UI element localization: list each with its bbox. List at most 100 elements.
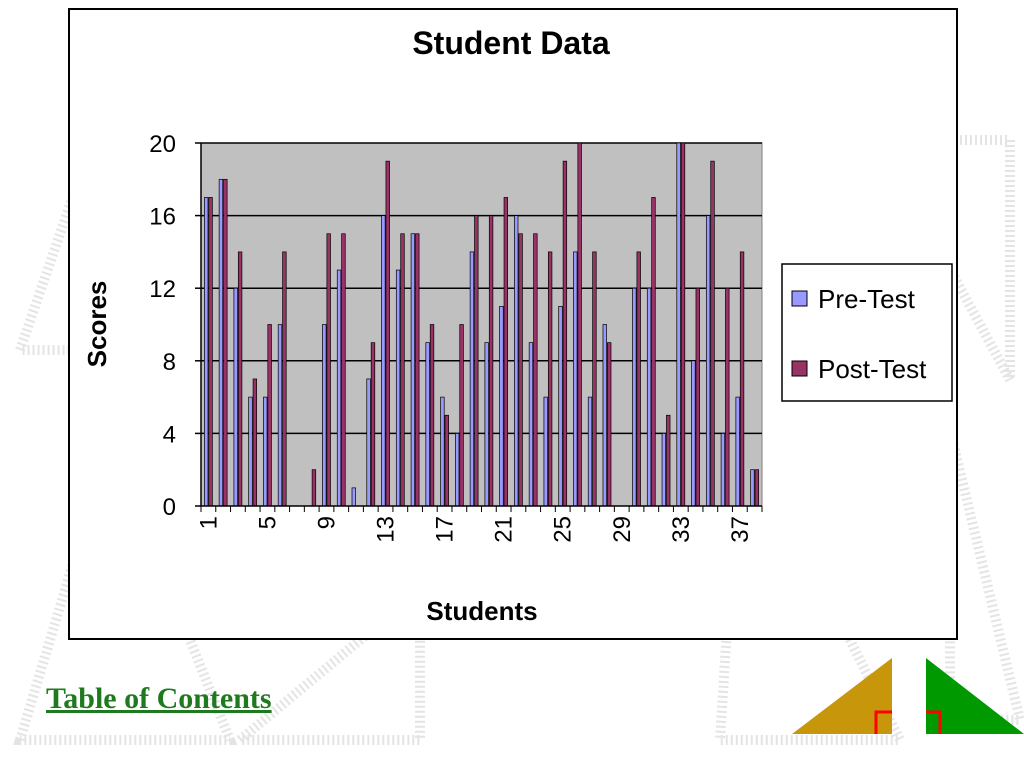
forward-triangle-icon: [926, 658, 1024, 734]
legend-label-post-test: Post-Test: [818, 354, 927, 384]
bar-post-test-8: [311, 469, 317, 507]
bar-post-test-4: [252, 378, 258, 507]
x-tick-label: 21: [491, 516, 518, 543]
bar-pre-test-3: [233, 287, 238, 507]
bar-pre-test-15: [410, 233, 416, 507]
x-tick-label: 33: [668, 516, 695, 543]
bar-post-test-34: [695, 287, 700, 507]
bar-post-test-36: [725, 287, 730, 507]
bar-pre-test-38: [750, 469, 755, 507]
bar-post-test-10: [341, 233, 346, 507]
x-tick-labels: 1 5 9 13 17 21 25 29 33 37: [195, 516, 754, 543]
table-of-contents-link[interactable]: Table of Contents: [46, 682, 272, 715]
bar-pre-test-16: [425, 342, 430, 507]
bar-pre-test-20: [484, 342, 489, 507]
bar-pre-test-31: [646, 287, 652, 507]
bar-pre-test-13: [381, 215, 386, 507]
bar-pre-test-1: [204, 197, 209, 507]
x-axis-title: Students: [426, 596, 537, 626]
bar-pre-test-19: [469, 251, 475, 507]
y-tick-label: 4: [163, 421, 176, 448]
bar-post-test-26: [577, 142, 582, 507]
x-tick-label: 9: [314, 516, 341, 529]
bar-post-test-38: [754, 469, 759, 507]
legend-swatch-pre-test: [791, 290, 808, 307]
bar-pre-test-9: [322, 324, 327, 507]
bar-post-test-17: [444, 414, 449, 507]
y-tick-label: 12: [149, 276, 176, 303]
bar-pre-test-36: [720, 433, 726, 507]
x-tick-label: 1: [195, 516, 222, 529]
bar-pre-test-5: [263, 396, 268, 507]
bar-post-test-12: [370, 342, 376, 507]
back-marker-icon: [874, 710, 892, 734]
gridlines: [201, 142, 762, 435]
x-tick-label: 13: [373, 516, 400, 543]
bar-post-test-13: [385, 160, 390, 507]
bar-post-test-18: [459, 324, 464, 507]
y-axis-title: Scores: [82, 281, 112, 368]
bar-post-test-33: [680, 142, 686, 507]
bar-post-test-19: [474, 215, 479, 507]
bar-post-test-6: [282, 251, 287, 507]
axes: [195, 142, 763, 512]
bar-pre-test-6: [277, 324, 283, 507]
previous-slide-button[interactable]: [792, 658, 892, 734]
chart-legend: Pre-Test Post-Test: [781, 263, 953, 402]
back-triangle-icon: [792, 658, 892, 734]
bar-post-test-23: [533, 233, 538, 507]
bar-pre-test-14: [395, 269, 401, 507]
bar-post-test-28: [607, 342, 612, 507]
bar-pre-test-21: [499, 306, 504, 507]
bar-pre-test-25: [558, 306, 563, 507]
bar-post-test-25: [562, 160, 568, 507]
bar-post-test-30: [636, 251, 641, 507]
bar-pre-test-32: [661, 433, 666, 507]
x-tick-label: 37: [727, 516, 754, 543]
bar-post-test-21: [503, 197, 508, 507]
bar-pre-test-18: [455, 433, 460, 507]
bar-pre-test-22: [514, 215, 519, 507]
y-tick-label: 0: [163, 494, 176, 521]
bar-post-test-14: [400, 233, 405, 507]
bar-pre-test-12: [366, 378, 371, 507]
bar-post-test-24: [547, 251, 553, 507]
bar-pre-test-35: [705, 215, 711, 507]
legend-box: [781, 263, 953, 402]
bar-pre-test-37: [735, 396, 740, 507]
bar-post-test-37: [739, 251, 745, 507]
bar-pre-test-27: [587, 396, 593, 507]
y-tick-labels: 0 4 8 12 16 20: [149, 131, 176, 521]
bar-post-test-16: [429, 324, 435, 507]
bar-pre-test-23: [528, 342, 534, 507]
bar-pre-test-34: [691, 360, 696, 507]
bar-post-test-9: [326, 233, 331, 507]
bar-pre-test-24: [543, 396, 548, 507]
bar-pre-test-17: [440, 396, 445, 507]
legend-swatch-post-test: [791, 360, 808, 377]
bar-pre-test-30: [632, 287, 637, 507]
legend-label-pre-test: Pre-Test: [818, 284, 916, 314]
bar-post-test-2: [223, 178, 228, 507]
bar-pre-test-10: [336, 269, 342, 507]
bar-series: [204, 142, 759, 507]
x-tick-label: 5: [254, 516, 281, 529]
bar-pre-test-2: [218, 178, 224, 507]
bar-post-test-20: [488, 215, 494, 507]
x-tick-label: 17: [432, 516, 459, 543]
bar-pre-test-33: [676, 142, 681, 507]
bar-pre-test-4: [248, 396, 253, 507]
next-slide-button[interactable]: [926, 658, 1024, 734]
bar-post-test-1: [208, 197, 213, 507]
bar-pre-test-11: [351, 487, 356, 507]
bar-post-test-22: [518, 233, 523, 507]
y-tick-label: 20: [149, 131, 176, 158]
bar-post-test-15: [415, 233, 420, 507]
forward-marker-icon: [926, 710, 942, 734]
bar-post-test-27: [592, 251, 597, 507]
chart-title: Student Data: [412, 25, 610, 61]
y-tick-label: 16: [149, 204, 176, 231]
bar-post-test-32: [666, 414, 671, 507]
bar-post-test-31: [651, 197, 656, 507]
